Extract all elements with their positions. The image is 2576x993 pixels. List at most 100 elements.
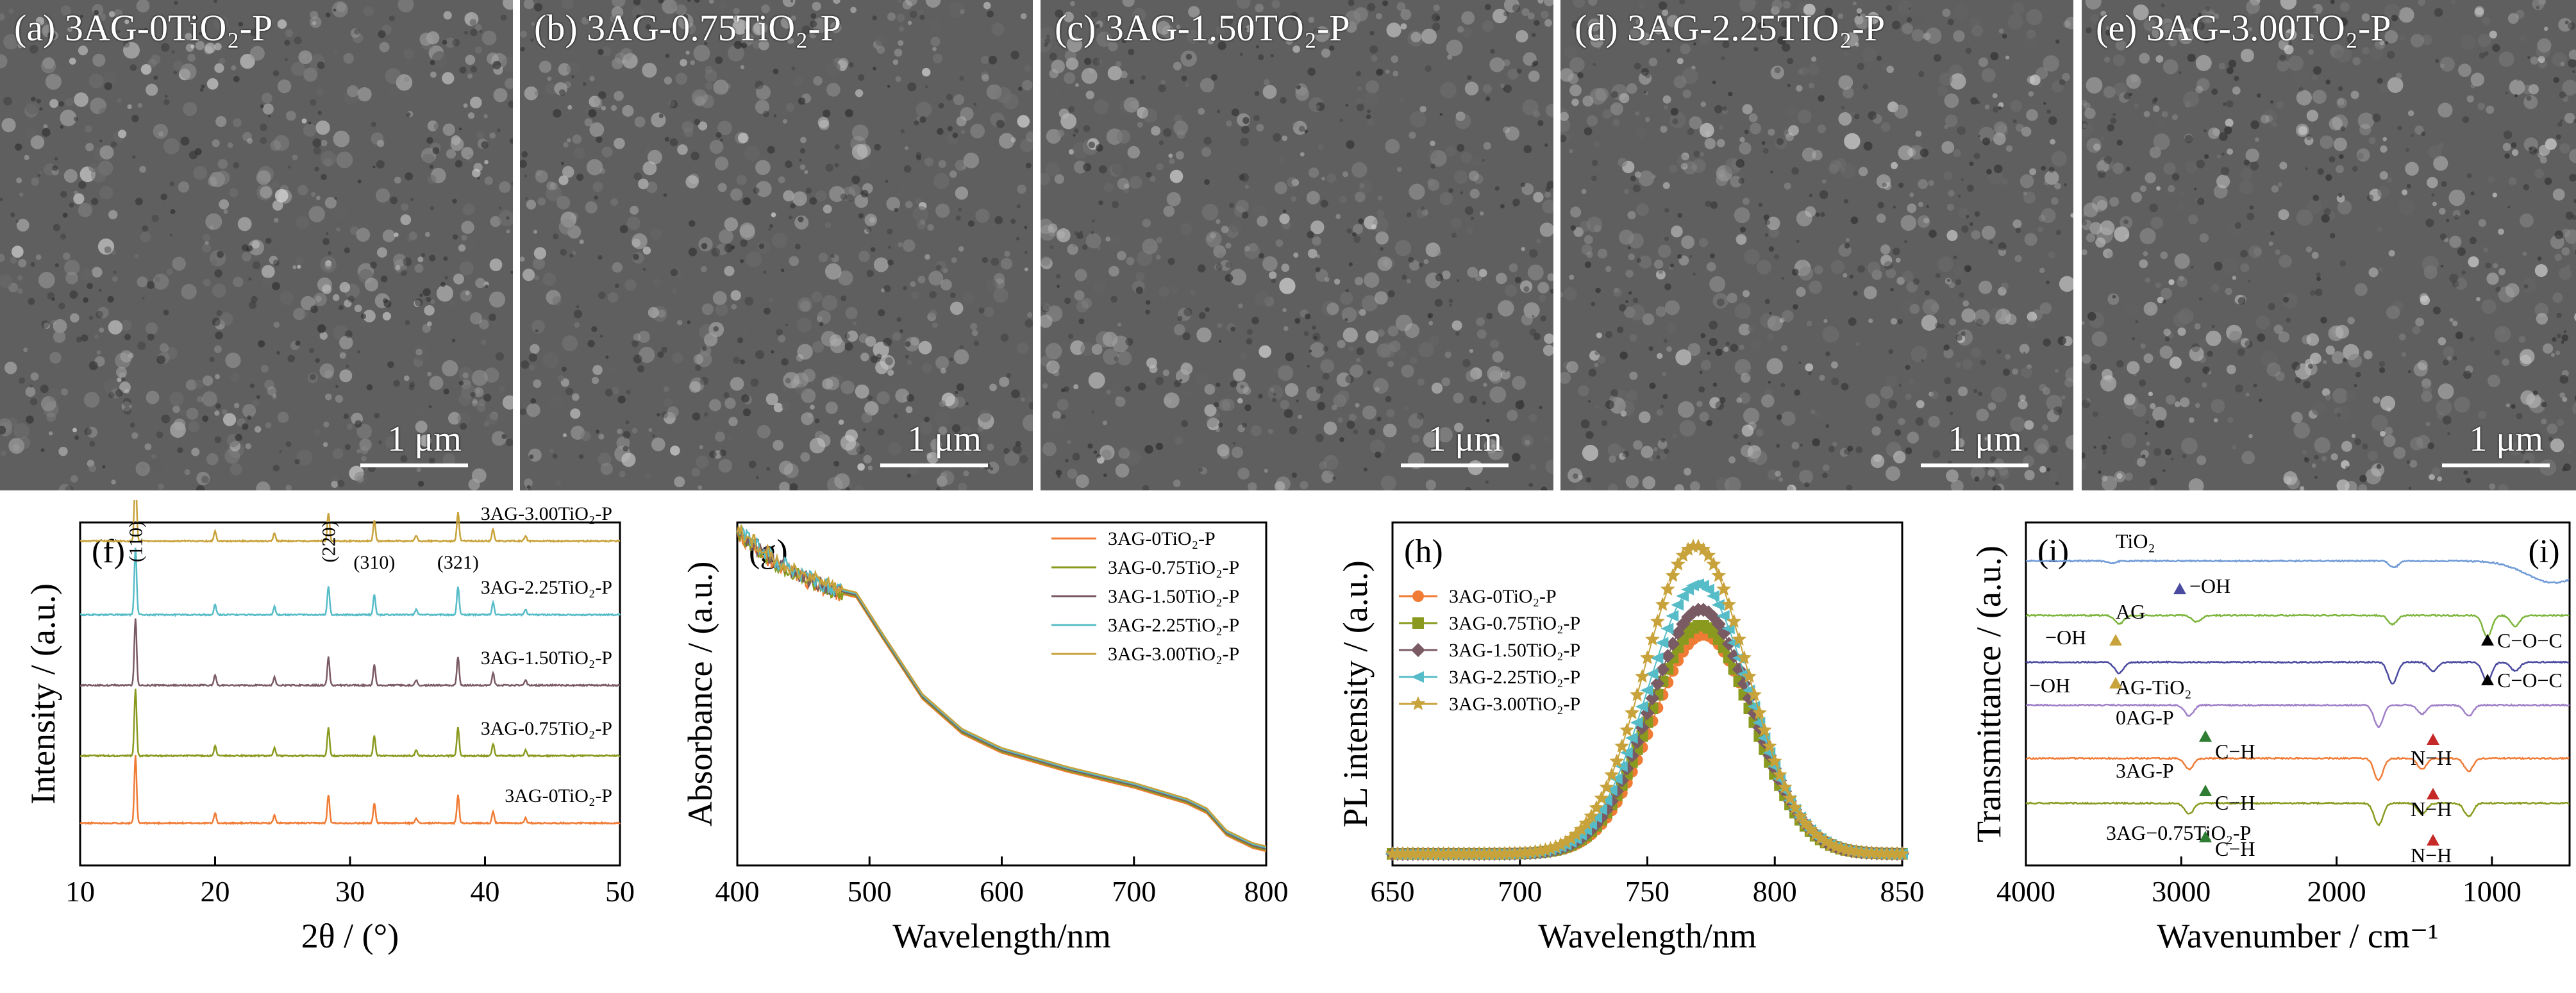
peak-marker	[2427, 788, 2439, 799]
series-label: AG-TiO₂	[2116, 676, 2191, 699]
absorbance-series-line	[736, 524, 1267, 847]
peak-annotation: N−H	[2411, 746, 2452, 769]
peak-annotation: −OH	[2045, 626, 2086, 649]
data-point	[1412, 590, 1424, 602]
sem-panel-b: (b) 3AG-0.75TiO₂-P 1 μm	[520, 0, 1033, 490]
pl-series	[1385, 538, 1910, 860]
sem-panel-label: (e) 3AG-3.00TO₂-P	[2096, 7, 2391, 49]
plots-row: 10 20 30 40 50 2θ / (°) Intensity / (a.u.) (f) 3…	[24, 500, 2571, 955]
legend-label: 3AG-3.00TiO₂-P	[1108, 644, 1239, 665]
ftir-series-line	[2025, 703, 2570, 728]
scale-bar	[880, 463, 988, 467]
x-tick-label: 500	[848, 875, 892, 908]
x-axis-label: Wavelength/nm	[892, 917, 1111, 955]
data-point	[1894, 846, 1910, 860]
series-label: TiO₂	[2116, 530, 2155, 553]
x-axis-label: Wavelength/nm	[1538, 917, 1757, 955]
x-tick-label: 750	[1625, 875, 1669, 908]
x-tick-label: 800	[1753, 875, 1797, 908]
peak-annotation: C−H	[2215, 837, 2255, 860]
scale-bar-label: 1 μm	[2469, 419, 2543, 459]
chart-f: 10 20 30 40 50 2θ / (°) Intensity / (a.u.) (f) 3…	[24, 500, 635, 955]
series-label: 3AG−0.75TiO₂-P	[2106, 821, 2251, 844]
panel-label: (h)	[1404, 533, 1443, 570]
series-label: AG	[2116, 600, 2145, 623]
y-axis-label: Transmittance / (a.u.)	[1970, 546, 2008, 842]
data-point	[1548, 839, 1563, 853]
x-tick-label: 4000	[1996, 875, 2055, 908]
peak-annotation: N−H	[2411, 797, 2452, 821]
y-axis-label: PL intensity / (a.u.)	[1336, 560, 1375, 827]
x-axis-label: Wavenumber / cm⁻¹	[2157, 917, 2438, 955]
peak-marker	[2109, 634, 2122, 646]
peak-annotation: (310)	[353, 552, 395, 573]
ftir-series-line	[2025, 613, 2570, 638]
x-tick-label: 3000	[2152, 875, 2211, 908]
legend: 3AG-0TiO₂-P 3AG-0.75TiO₂-P 3AG-1.50TiO₂-P 3…	[1051, 528, 1239, 665]
data-point	[1411, 671, 1424, 683]
x-tick-label: 1000	[2463, 875, 2522, 908]
series-label: 3AG-0.75TiO₂-P	[481, 718, 612, 739]
sem-texture	[520, 0, 1033, 490]
x-tick-label: 850	[1880, 875, 1925, 908]
peak-marker	[2199, 730, 2212, 742]
series-label: 3AG-P	[2116, 759, 2174, 782]
peak-marker	[2481, 674, 2494, 685]
sem-panel-label: (a) 3AG-0TiO₂-P	[14, 7, 273, 49]
peak-marker	[2199, 831, 2212, 842]
peak-marker	[2173, 583, 2186, 594]
x-tick-label: 700	[1112, 875, 1156, 908]
sem-texture	[0, 0, 513, 490]
legend-label: 3AG-2.25TiO₂-P	[1449, 667, 1580, 688]
pl-series	[1387, 629, 1908, 860]
sem-panel-a: (a) 3AG-0TiO₂-P 1 μm	[0, 0, 513, 490]
sem-panel-label: (b) 3AG-0.75TiO₂-P	[534, 7, 841, 49]
scale-bar	[1921, 463, 2028, 467]
x-tick-label: 50	[605, 875, 635, 908]
series-label: 3AG-0TiO₂-P	[505, 785, 612, 806]
data-point	[1412, 617, 1424, 629]
chart-i: 4000 3000 2000 1000 Wavenumber / cm⁻¹ Transmi…	[1970, 521, 2571, 955]
scale-bar-label: 1 μm	[1428, 419, 1502, 459]
xrd-series-line	[79, 500, 621, 544]
scale-bar-label: 1 μm	[907, 419, 982, 459]
scale-bar-label: 1 μm	[1948, 419, 2022, 459]
x-tick-label: 40	[471, 875, 500, 908]
legend-label: 3AG-3.00TiO₂-P	[1449, 694, 1580, 715]
y-axis-label: Absorbance / (a.u.)	[681, 562, 719, 827]
peak-annotation: C−H	[2215, 791, 2255, 814]
x-tick-label: 30	[335, 875, 365, 908]
sem-panel-d: (d) 3AG-2.25TIO₂-P 1 μm	[1560, 0, 2073, 490]
legend-label: 3AG-2.25TiO₂-P	[1108, 615, 1239, 636]
sem-panel-label: (d) 3AG-2.25TIO₂-P	[1575, 7, 1886, 49]
series-label: 3AG-2.25TiO₂-P	[481, 577, 612, 598]
ftir-series-line	[2025, 660, 2570, 685]
peak-annotation: (220)	[318, 521, 339, 563]
x-axis-label: 2θ / (°)	[301, 917, 399, 955]
chart-h: 650 700 750 800 850 Wavelength/nm PL intensity…	[1336, 521, 1925, 955]
peak-marker	[2481, 634, 2494, 646]
panel-label: (f)	[92, 533, 125, 570]
x-tick-label: 650	[1371, 875, 1415, 908]
peak-annotation: C−O−C	[2497, 629, 2563, 652]
peak-marker	[2427, 834, 2439, 846]
sem-panel-e: (e) 3AG-3.00TO₂-P 1 μm	[2082, 0, 2576, 490]
scale-bar	[1401, 463, 1509, 467]
peak-marker	[2109, 677, 2122, 688]
peak-annotation: −OH	[2189, 574, 2230, 597]
data-point	[1543, 840, 1558, 855]
scale-bar-label: 1 μm	[387, 419, 462, 459]
legend-label: 3AG-1.50TiO₂-P	[1449, 640, 1580, 661]
xrd-series-line	[79, 755, 621, 826]
absorbance-series-line	[737, 526, 1267, 850]
series-label: 3AG-3.00TiO₂-P	[481, 503, 612, 524]
peak-annotation: C−O−C	[2497, 669, 2563, 692]
panel-label: (i)	[2037, 533, 2069, 570]
peak-annotation: (321)	[437, 552, 479, 573]
x-tick-label: 700	[1498, 875, 1542, 908]
x-tick-label: 400	[715, 875, 760, 908]
x-tick-label: 800	[1244, 875, 1289, 908]
sem-texture	[2082, 0, 2576, 490]
y-axis-label: Intensity / (a.u.)	[24, 583, 62, 805]
sem-panel-c: (c) 3AG-1.50TO₂-P 1 μm	[1041, 0, 1553, 490]
